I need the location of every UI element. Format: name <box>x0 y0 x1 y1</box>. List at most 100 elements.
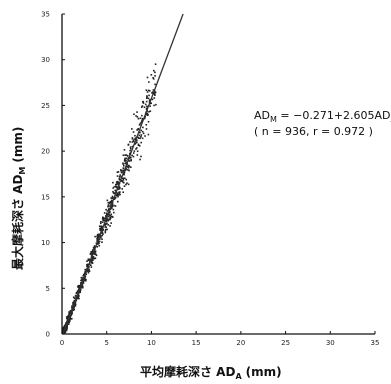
data-point <box>125 159 127 162</box>
data-point <box>107 219 110 222</box>
data-point <box>109 216 112 219</box>
data-point <box>123 173 125 176</box>
data-point <box>133 150 136 152</box>
data-point <box>151 98 154 101</box>
x-axis-ticks: 0 5 10 15 20 25 30 35 <box>60 331 380 347</box>
data-point <box>146 112 149 115</box>
data-point <box>153 97 156 99</box>
data-point <box>152 69 155 72</box>
data-point <box>111 200 113 203</box>
data-point <box>73 308 76 311</box>
data-point <box>117 200 119 203</box>
data-point <box>100 220 102 223</box>
data-point <box>106 228 108 231</box>
data-point <box>67 323 70 325</box>
data-point <box>72 303 74 306</box>
data-point <box>109 211 111 213</box>
data-point <box>126 182 128 185</box>
data-point <box>125 157 128 160</box>
data-point <box>149 105 151 107</box>
data-point <box>90 262 93 264</box>
data-point <box>147 133 150 136</box>
data-point <box>108 207 111 210</box>
data-point <box>117 195 119 198</box>
x-tick-label: 35 <box>371 339 380 347</box>
data-point <box>99 227 101 230</box>
y-axis-title: 最大摩耗深さ ADM (mm) <box>10 127 27 270</box>
data-point <box>65 316 68 318</box>
data-point <box>108 213 110 216</box>
data-point <box>103 219 106 222</box>
data-point <box>144 135 146 137</box>
data-point <box>79 288 82 291</box>
data-point <box>92 257 95 260</box>
y-tick-label: 5 <box>46 285 50 293</box>
data-point <box>64 324 66 327</box>
data-point <box>96 235 98 238</box>
data-point <box>100 228 102 230</box>
data-point <box>116 180 119 183</box>
data-point <box>135 147 138 149</box>
data-point <box>113 204 115 207</box>
data-point <box>122 179 125 181</box>
equation-lhs-sub: M <box>270 115 277 124</box>
data-point <box>153 93 156 96</box>
data-point <box>115 186 117 188</box>
y-tick-label: 25 <box>41 102 50 110</box>
data-point <box>145 97 148 100</box>
data-point <box>134 137 137 139</box>
data-point <box>69 317 72 319</box>
data-point <box>124 158 126 161</box>
data-point <box>85 273 88 276</box>
data-point <box>69 310 72 312</box>
data-point <box>70 317 73 320</box>
data-point <box>64 327 67 330</box>
data-point <box>139 122 142 125</box>
data-point <box>140 135 142 138</box>
data-point <box>64 323 67 326</box>
data-point <box>77 294 80 296</box>
data-point <box>129 146 132 148</box>
data-point <box>141 119 144 122</box>
data-point <box>130 158 132 161</box>
data-point <box>150 102 153 105</box>
data-point <box>105 223 107 225</box>
data-point <box>115 181 118 183</box>
data-point <box>144 103 147 106</box>
data-point <box>112 181 114 184</box>
data-point <box>126 154 129 157</box>
data-point <box>152 89 155 91</box>
x-tick-label: 30 <box>326 339 335 347</box>
data-point <box>105 226 107 229</box>
data-point <box>88 258 90 261</box>
data-point <box>84 278 87 281</box>
data-point <box>152 78 155 80</box>
data-point <box>101 238 103 241</box>
data-point <box>107 215 110 218</box>
data-point <box>117 181 119 184</box>
data-point <box>151 92 153 94</box>
data-point <box>62 329 64 331</box>
data-point <box>98 242 100 245</box>
y-tick-label: 10 <box>41 239 50 247</box>
data-point <box>132 155 135 158</box>
data-point <box>146 105 148 108</box>
data-point <box>104 223 107 225</box>
data-point <box>110 197 112 199</box>
data-point <box>138 131 141 134</box>
data-point <box>124 154 127 156</box>
data-point <box>107 204 110 206</box>
data-point <box>100 225 103 228</box>
data-point <box>125 154 128 156</box>
data-point <box>131 137 134 140</box>
data-point <box>119 169 122 171</box>
data-point <box>100 236 102 239</box>
data-point <box>153 92 155 95</box>
data-point <box>111 197 114 199</box>
data-point <box>96 245 99 248</box>
data-point <box>129 149 131 152</box>
y-tick-label: 0 <box>46 331 50 339</box>
data-point <box>141 137 144 140</box>
data-point <box>111 203 114 205</box>
